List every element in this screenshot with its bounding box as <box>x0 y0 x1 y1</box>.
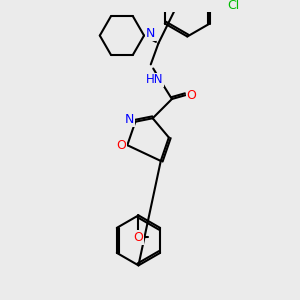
Text: N: N <box>146 27 155 40</box>
Text: O: O <box>117 139 127 152</box>
Text: HN: HN <box>146 73 164 86</box>
Text: Cl: Cl <box>227 0 239 12</box>
Text: N: N <box>125 113 134 126</box>
Text: O: O <box>134 231 143 244</box>
Text: O: O <box>186 89 196 102</box>
